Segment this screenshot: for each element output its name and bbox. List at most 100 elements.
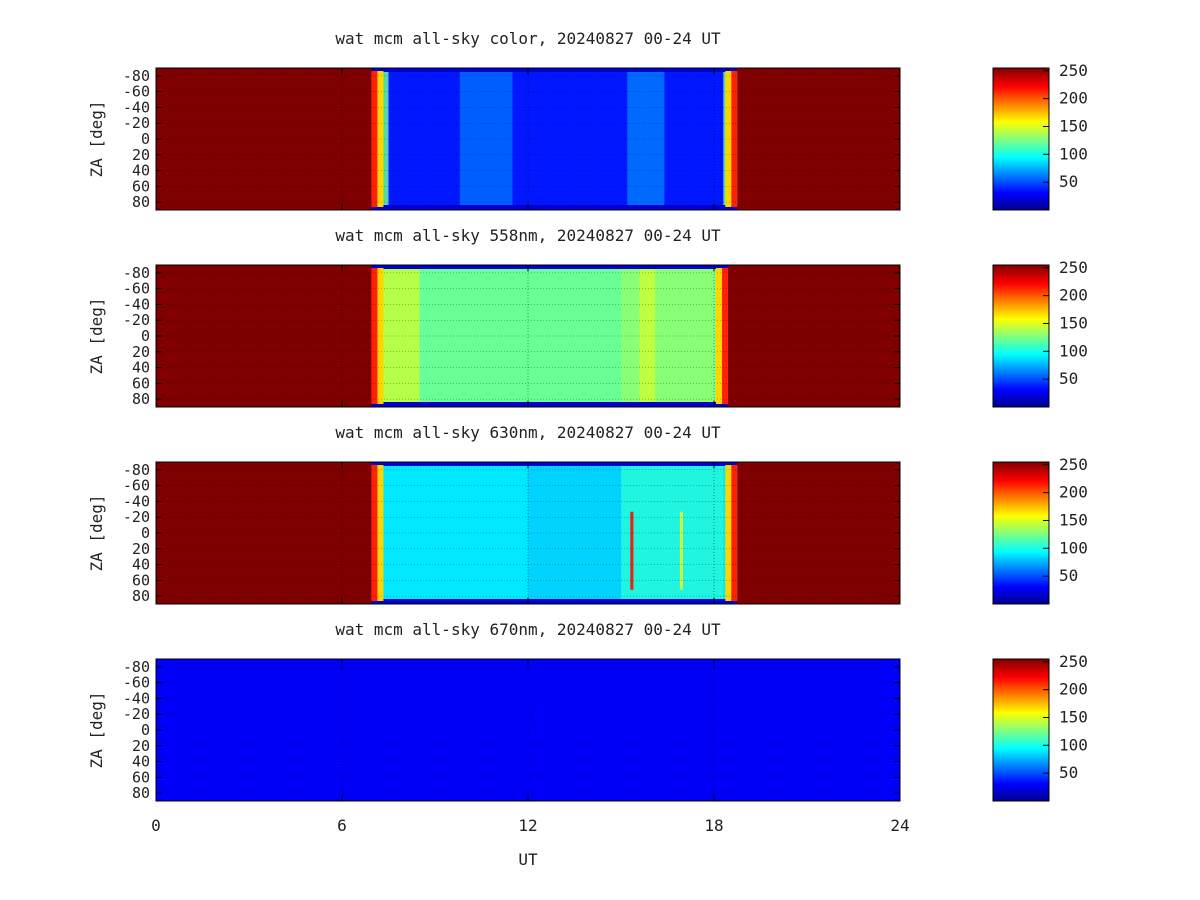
twilight-edge-morning bbox=[377, 465, 384, 601]
heatmap-streak bbox=[630, 511, 634, 590]
y-tick-label: -60 bbox=[123, 280, 150, 298]
colorbar-tick-label: 100 bbox=[1059, 735, 1088, 754]
y-tick-label: -80 bbox=[123, 264, 150, 282]
y-axis-label: ZA [deg] bbox=[87, 691, 106, 768]
y-tick-label: -60 bbox=[123, 674, 150, 692]
twilight-edge-evening bbox=[715, 268, 722, 404]
heatmap-band bbox=[382, 269, 420, 403]
colorbar-tick-label: 250 bbox=[1059, 652, 1088, 671]
horizon-top bbox=[360, 265, 739, 269]
y-tick-label: 0 bbox=[141, 524, 150, 542]
panels: wat mcm all-sky color, 20240827 00-24 UT… bbox=[87, 29, 1088, 802]
horizon-top bbox=[360, 68, 749, 72]
panel-title: wat mcm all-sky 558nm, 20240827 00-24 UT bbox=[335, 226, 721, 245]
horizon-bottom bbox=[360, 599, 749, 604]
colorbar bbox=[993, 68, 1049, 210]
y-tick-label: 60 bbox=[132, 374, 150, 392]
y-tick-label: 40 bbox=[132, 753, 150, 771]
heatmap-band bbox=[528, 466, 621, 600]
y-axis-label: ZA [deg] bbox=[87, 297, 106, 374]
colorbar-tick-label: 250 bbox=[1059, 61, 1088, 80]
y-tick-label: -20 bbox=[123, 311, 150, 329]
colorbar-tick-label: 150 bbox=[1059, 510, 1088, 529]
y-axis-label: ZA [deg] bbox=[87, 494, 106, 571]
colorbar-tick-label: 150 bbox=[1059, 707, 1088, 726]
heatmap-streak bbox=[679, 511, 683, 590]
twilight-edge-morning bbox=[371, 465, 378, 601]
y-tick-label: -60 bbox=[123, 83, 150, 101]
y-tick-label: 80 bbox=[132, 193, 150, 211]
y-axis-label: ZA [deg] bbox=[87, 100, 106, 177]
y-tick-label: -20 bbox=[123, 705, 150, 723]
colorbar-frame bbox=[992, 264, 1050, 408]
twilight-edge-evening bbox=[731, 465, 738, 601]
horizon-top bbox=[360, 462, 749, 466]
colorbar-tick-label: 150 bbox=[1059, 116, 1088, 135]
panel-title: wat mcm all-sky 670nm, 20240827 00-24 UT bbox=[335, 620, 721, 639]
colorbar-tick-label: 200 bbox=[1059, 483, 1088, 502]
y-tick-label: -80 bbox=[123, 461, 150, 479]
twilight-edge-morning bbox=[377, 71, 384, 207]
colorbar-frame bbox=[992, 461, 1050, 605]
panel-1: wat mcm all-sky color, 20240827 00-24 UT… bbox=[87, 29, 1088, 211]
colorbar bbox=[993, 462, 1049, 604]
y-tick-label: 40 bbox=[132, 162, 150, 180]
colorbar-tick-label: 250 bbox=[1059, 455, 1088, 474]
heatmap-band bbox=[639, 269, 656, 403]
colorbar-tick-label: 200 bbox=[1059, 680, 1088, 699]
y-tick-label: 60 bbox=[132, 768, 150, 786]
colorbar-tick-label: 50 bbox=[1059, 369, 1078, 388]
y-tick-label: 40 bbox=[132, 556, 150, 574]
colorbar-tick-label: 100 bbox=[1059, 538, 1088, 557]
x-tick-label: 18 bbox=[704, 816, 723, 835]
y-tick-label: 60 bbox=[132, 177, 150, 195]
y-tick-label: -20 bbox=[123, 114, 150, 132]
x-axis-label: UT bbox=[518, 850, 538, 869]
y-tick-label: -40 bbox=[123, 295, 150, 313]
colorbar-tick-label: 200 bbox=[1059, 286, 1088, 305]
colorbar-frame bbox=[992, 658, 1050, 802]
y-tick-label: -80 bbox=[123, 658, 150, 676]
y-tick-label: 80 bbox=[132, 390, 150, 408]
y-tick-label: 40 bbox=[132, 359, 150, 377]
y-tick-label: 20 bbox=[132, 343, 150, 361]
twilight-edge-morning bbox=[371, 268, 378, 404]
x-tick-label: 6 bbox=[337, 816, 347, 835]
panel-2: wat mcm all-sky 558nm, 20240827 00-24 UT… bbox=[87, 226, 1088, 408]
y-tick-label: 0 bbox=[141, 327, 150, 345]
daylight-region-evening bbox=[737, 68, 900, 210]
x-tick-label: 24 bbox=[890, 816, 909, 835]
panel-title: wat mcm all-sky color, 20240827 00-24 UT bbox=[335, 29, 721, 48]
colorbar-tick-label: 100 bbox=[1059, 341, 1088, 360]
y-tick-label: -40 bbox=[123, 98, 150, 116]
colorbar bbox=[993, 659, 1049, 801]
colorbar-tick-label: 150 bbox=[1059, 313, 1088, 332]
colorbar-tick-label: 50 bbox=[1059, 566, 1078, 585]
heatmap-band bbox=[419, 269, 621, 403]
twilight-edge-evening bbox=[721, 268, 728, 404]
colorbar bbox=[993, 265, 1049, 407]
colorbar-tick-label: 100 bbox=[1059, 144, 1088, 163]
twilight-edge-morning bbox=[377, 268, 384, 404]
y-tick-label: 0 bbox=[141, 130, 150, 148]
y-tick-label: 0 bbox=[141, 721, 150, 739]
horizon-bottom bbox=[360, 402, 739, 407]
colorbar-tick-label: 50 bbox=[1059, 172, 1078, 191]
horizon-bottom bbox=[360, 205, 749, 210]
daylight-region-morning bbox=[156, 68, 372, 210]
y-tick-label: -20 bbox=[123, 508, 150, 526]
y-tick-label: 20 bbox=[132, 146, 150, 164]
x-tick-label: 12 bbox=[518, 816, 537, 835]
y-tick-label: -60 bbox=[123, 477, 150, 495]
colorbar-tick-label: 200 bbox=[1059, 89, 1088, 108]
y-tick-label: 80 bbox=[132, 587, 150, 605]
twilight-edge-evening bbox=[725, 465, 732, 601]
x-tick-label: 0 bbox=[151, 816, 161, 835]
y-tick-label: -40 bbox=[123, 689, 150, 707]
panel-title: wat mcm all-sky 630nm, 20240827 00-24 UT bbox=[335, 423, 721, 442]
daylight-region-morning bbox=[156, 462, 372, 604]
daylight-region-evening bbox=[737, 462, 900, 604]
twilight-edge-morning bbox=[371, 71, 378, 207]
